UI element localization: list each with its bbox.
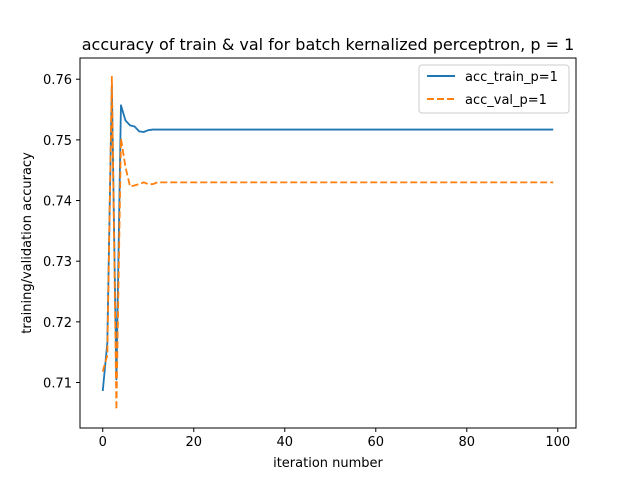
legend: acc_train_p=1 acc_val_p=1: [418, 64, 570, 114]
series-line-val: [101, 75, 554, 411]
x-tick-label: 0: [99, 435, 107, 450]
x-tick-label: 80: [459, 435, 476, 450]
legend-label-val: acc_val_p=1: [465, 93, 547, 108]
y-tick-label: 0.76: [43, 73, 72, 88]
chart-title: accuracy of train & val for batch kernal…: [82, 35, 575, 54]
y-tick-label: 0.72: [43, 316, 72, 331]
legend-box: [418, 64, 570, 114]
series-layer: [101, 75, 554, 411]
axes-frame: [79, 57, 577, 429]
y-axis-label: training/validation accuracy: [20, 152, 35, 334]
y-tick-label: 0.75: [43, 134, 72, 149]
x-axis-label: iteration number: [273, 456, 383, 471]
x-tick-label: 40: [276, 435, 293, 450]
x-tick-label: 60: [368, 435, 385, 450]
y-tick-label: 0.74: [43, 195, 72, 210]
x-tick-label: 20: [185, 435, 202, 450]
y-tick-label: 0.71: [43, 377, 72, 392]
y-axis-ticks: 0.71 0.72 0.73 0.74 0.75 0.76: [43, 73, 80, 392]
plot-area: [79, 57, 577, 429]
legend-label-train: acc_train_p=1: [465, 70, 558, 85]
x-tick-label: 100: [545, 435, 570, 450]
x-axis-ticks: 0 20 40 60 80 100: [99, 428, 570, 450]
y-tick-label: 0.73: [43, 255, 72, 270]
